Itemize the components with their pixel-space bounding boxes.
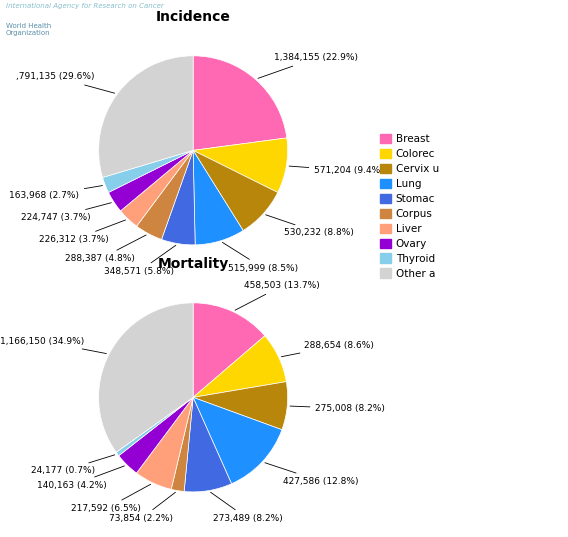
Wedge shape: [116, 397, 193, 456]
Wedge shape: [193, 382, 287, 430]
Text: 73,854 (2.2%): 73,854 (2.2%): [109, 492, 176, 523]
Wedge shape: [120, 150, 193, 226]
Text: 288,654 (8.6%): 288,654 (8.6%): [281, 340, 374, 357]
Title: Incidence: Incidence: [156, 10, 231, 24]
Wedge shape: [119, 397, 193, 473]
Wedge shape: [193, 150, 243, 245]
Text: 1,166,150 (34.9%): 1,166,150 (34.9%): [0, 337, 106, 353]
Text: 458,503 (13.7%): 458,503 (13.7%): [235, 281, 320, 310]
Wedge shape: [184, 397, 232, 492]
Text: 217,592 (6.5%): 217,592 (6.5%): [71, 484, 151, 513]
Title: Mortality: Mortality: [157, 257, 229, 271]
Wedge shape: [99, 303, 193, 452]
Text: 571,204 (9.4%): 571,204 (9.4%): [289, 166, 384, 175]
Wedge shape: [193, 397, 282, 484]
Text: 224,747 (3.7%): 224,747 (3.7%): [20, 203, 111, 222]
Text: 1,384,155 (22.9%): 1,384,155 (22.9%): [258, 54, 358, 78]
Text: 288,387 (4.8%): 288,387 (4.8%): [65, 235, 146, 263]
Wedge shape: [103, 150, 193, 192]
Wedge shape: [193, 56, 287, 150]
Legend: Breast, Colorec, Cervix u, Lung, Stomac, Corpus, Liver, Ovary, Thyroid, Other a: Breast, Colorec, Cervix u, Lung, Stomac,…: [380, 134, 439, 279]
Text: 348,571 (5.8%): 348,571 (5.8%): [103, 245, 176, 276]
Wedge shape: [108, 150, 193, 211]
Text: International Agency for Research on Cancer: International Agency for Research on Can…: [6, 3, 164, 9]
Text: World Health
Organization: World Health Organization: [6, 23, 51, 35]
Wedge shape: [193, 336, 286, 397]
Text: 24,177 (0.7%): 24,177 (0.7%): [31, 455, 115, 475]
Text: 226,312 (3.7%): 226,312 (3.7%): [39, 220, 126, 244]
Wedge shape: [161, 150, 195, 245]
Wedge shape: [171, 397, 193, 491]
Text: 163,968 (2.7%): 163,968 (2.7%): [9, 186, 102, 200]
Text: 275,008 (8.2%): 275,008 (8.2%): [290, 404, 385, 413]
Wedge shape: [193, 150, 278, 230]
Text: 273,489 (8.2%): 273,489 (8.2%): [211, 492, 283, 523]
Text: 515,999 (8.5%): 515,999 (8.5%): [223, 242, 298, 273]
Text: 140,163 (4.2%): 140,163 (4.2%): [37, 466, 124, 490]
Wedge shape: [136, 397, 193, 489]
Text: ,791,135 (29.6%): ,791,135 (29.6%): [16, 72, 115, 93]
Wedge shape: [193, 138, 287, 192]
Text: 427,586 (12.8%): 427,586 (12.8%): [265, 463, 358, 485]
Wedge shape: [99, 56, 193, 177]
Wedge shape: [137, 150, 193, 240]
Wedge shape: [193, 303, 265, 397]
Text: 530,232 (8.8%): 530,232 (8.8%): [266, 215, 354, 237]
